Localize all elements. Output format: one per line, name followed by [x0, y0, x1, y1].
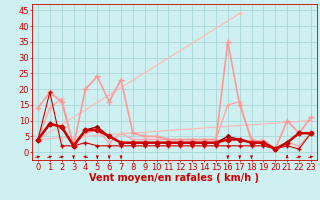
X-axis label: Vent moyen/en rafales ( km/h ): Vent moyen/en rafales ( km/h ): [89, 173, 260, 183]
